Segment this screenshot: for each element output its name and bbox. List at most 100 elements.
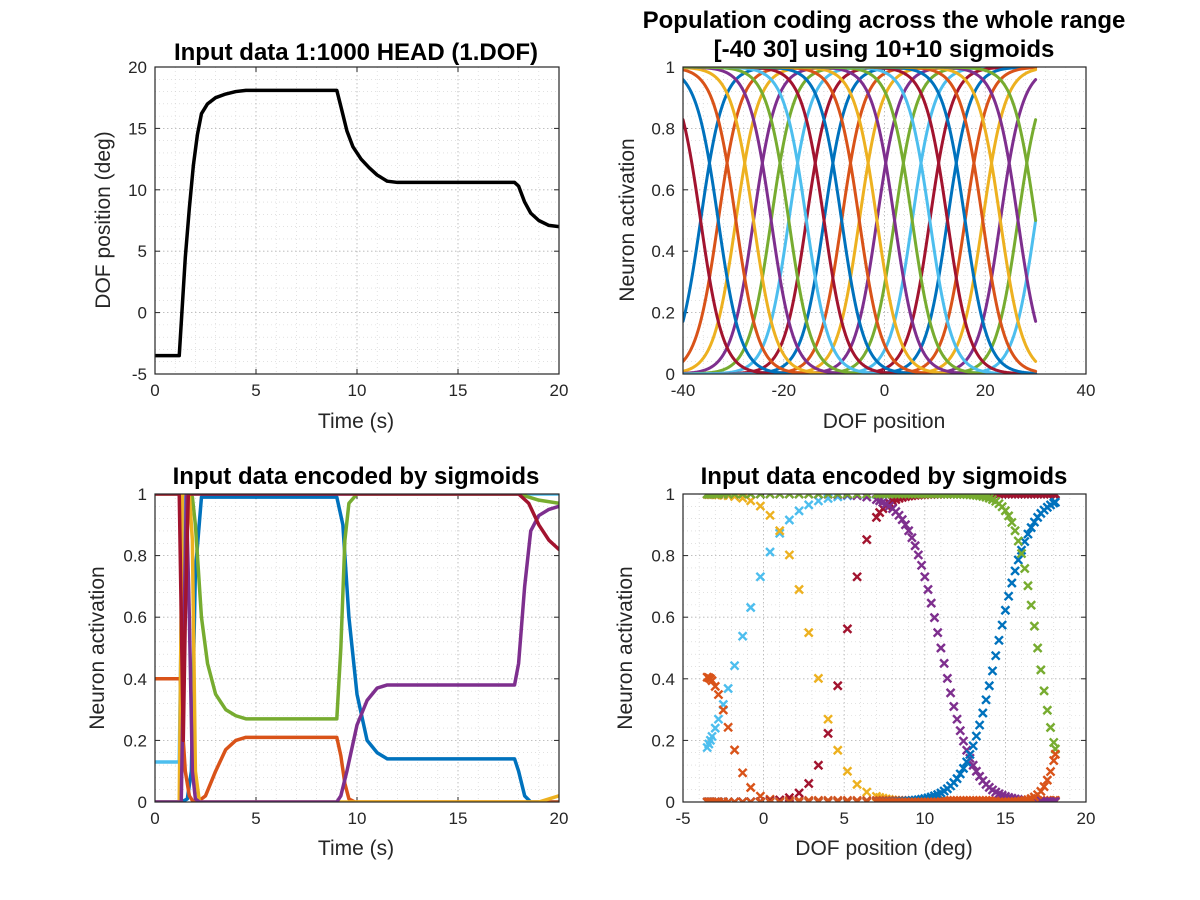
p4-xtick-label: 20 [1077, 809, 1096, 828]
p2-sigmoid-falling [683, 78, 1038, 374]
p2-sigmoid-rising [683, 67, 1038, 363]
p4-marker-blue [1000, 605, 1011, 616]
p3-title: Input data encoded by sigmoids [173, 463, 540, 490]
p4-marker-cyan [707, 731, 717, 742]
p4-marker-blue [987, 666, 998, 676]
p3-ytick-label: 0.8 [123, 547, 147, 566]
p4-marker-red [1050, 494, 1061, 499]
p3-xtick-label: 0 [150, 809, 159, 828]
p3-ytick-label: 0.2 [123, 731, 147, 750]
p3-xtick-label: 5 [251, 809, 260, 828]
p4-marker-green [968, 494, 979, 500]
p1-xtick-label: 5 [251, 381, 260, 400]
p2-xtick-label: 20 [976, 381, 995, 400]
p4-marker-purple [971, 766, 982, 777]
p2-ytick-label: 0.4 [651, 242, 675, 261]
p3-ylabel: Neuron activation [86, 566, 109, 729]
p2-sigmoid-falling [683, 118, 1038, 374]
p4-marker-yellow [774, 525, 785, 536]
p3-series-line-red [155, 494, 559, 743]
p2-subtitle: [-40 30] using 10+10 sigmoids [714, 36, 1055, 63]
p4-marker-cyan [774, 528, 785, 539]
p4-marker-orange [861, 797, 872, 802]
p4-marker-yellow [755, 501, 766, 511]
p4-marker-blue [1050, 497, 1061, 508]
panel-population-coding: Population coding across the whole range… [616, 7, 1125, 433]
p4-ylabel: Neuron activation [614, 566, 637, 729]
p4-marker-red [774, 795, 785, 802]
p1-ylabel: DOF position (deg) [92, 131, 115, 308]
p4-marker-green [1010, 525, 1020, 536]
p4-marker-blue [977, 708, 988, 718]
p4-marker-purple [903, 525, 914, 536]
p1-ytick-label: 10 [128, 181, 147, 200]
p4-marker-orange [803, 797, 814, 802]
p4-marker-yellow [803, 627, 814, 638]
p4-xtick-label: 10 [915, 809, 934, 828]
p4-marker-cyan [729, 660, 740, 671]
panel-input-data-over-time: Input data 1:1000 HEAD (1.DOF) Time (s) … [92, 39, 568, 433]
p4-marker-orange [1045, 766, 1056, 777]
p2-sigmoid-rising [683, 78, 1038, 374]
p4-marker-purple [932, 627, 943, 638]
p2-ytick-label: 0.8 [651, 119, 675, 138]
p4-marker-yellow [842, 766, 853, 777]
p4-marker-cyan [765, 547, 775, 557]
p4-marker-orange [710, 797, 721, 802]
p1-ytick-label: 15 [128, 119, 147, 138]
p1-series-line [155, 88, 559, 358]
p4-marker-red [852, 571, 862, 582]
panel-encoded-vs-position: Input data encoded by sigmoids DOF posit… [614, 463, 1095, 860]
p2-sigmoid-rising [683, 67, 1038, 323]
p4-marker-blue [965, 749, 975, 760]
p3-xtick-label: 15 [449, 809, 468, 828]
p4-ytick-label: 1 [666, 485, 675, 504]
p4-marker-green [729, 494, 740, 499]
p4-marker-blue [1026, 522, 1037, 533]
p4-ytick-label: 0 [666, 793, 675, 812]
p4-marker-orange [774, 797, 785, 802]
p4-marker-purple [929, 612, 940, 623]
p4-marker-purple [942, 673, 953, 684]
p4-marker-purple [948, 701, 959, 712]
p3-ytick-label: 0.6 [123, 608, 147, 627]
p2-axes-frame [682, 66, 1087, 375]
p4-marker-orange [745, 797, 756, 802]
p4-ytick-label: 0.4 [651, 670, 675, 689]
p4-marker-cyan [745, 602, 756, 613]
p4-marker-yellow [852, 779, 862, 790]
p4-marker-orange [852, 797, 862, 802]
p4-marker-purple [897, 514, 908, 525]
p4-ytick-label: 0.6 [651, 608, 675, 627]
p4-marker-orange [737, 797, 748, 802]
p4-marker-layer [702, 494, 1061, 802]
p4-marker-orange [765, 797, 775, 802]
p4-marker-green [784, 494, 795, 499]
p1-xtick-label: 10 [348, 381, 367, 400]
p2-ytick-label: 1 [666, 58, 675, 77]
p4-marker-purple [968, 760, 979, 771]
p4-marker-purple [916, 560, 927, 571]
p4-marker-green [774, 494, 785, 499]
p4-marker-blue [958, 763, 969, 774]
p4-marker-green [1045, 722, 1056, 733]
p4-marker-red [823, 728, 833, 739]
p4-marker-green [1036, 665, 1046, 675]
p4-marker-yellow [794, 584, 804, 595]
p4-marker-green [842, 494, 853, 499]
p3-xlabel: Time (s) [318, 837, 394, 860]
p4-marker-blue [961, 757, 972, 767]
p4-marker-green [1003, 511, 1014, 521]
p4-marker-green [832, 494, 843, 499]
p4-marker-orange [723, 722, 733, 733]
p4-xtick-label: 15 [996, 809, 1015, 828]
p4-marker-orange [710, 681, 721, 692]
p4-xtick-label: -5 [675, 809, 690, 828]
p4-marker-blue [1010, 566, 1020, 576]
p4-marker-green [852, 494, 862, 499]
p3-grid [154, 493, 560, 803]
p4-marker-red [842, 624, 853, 634]
p4-marker-blue [1007, 578, 1017, 588]
p2-sigmoid-falling [683, 67, 1038, 222]
